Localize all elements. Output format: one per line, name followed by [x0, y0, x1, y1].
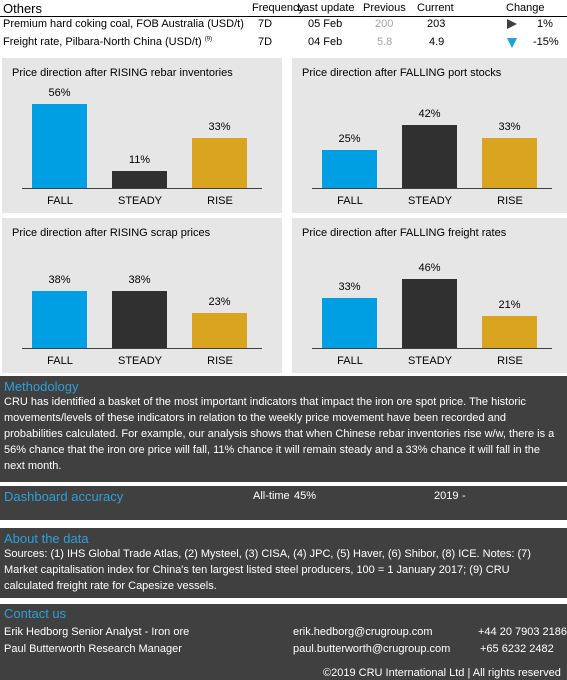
accuracy-title: Dashboard accuracy [4, 489, 124, 504]
category-label: STEADY [407, 355, 452, 367]
bar-steady [402, 125, 457, 188]
contact-name: Erik Hedborg Senior Analyst - Iron ore [4, 626, 190, 638]
bar-rise [192, 313, 247, 348]
chart-title: Price direction after FALLING freight ra… [302, 227, 507, 239]
category-label: RISE [497, 195, 523, 207]
row-current: 203 [427, 18, 446, 30]
chart-panel-rebar: Price direction after RISING rebar inven… [2, 58, 282, 213]
category-label: FALL [47, 195, 73, 207]
contact-phone: +44 20 7903 2186 [478, 626, 567, 638]
row-change: -15% [533, 36, 559, 48]
contact-name: Paul Butterworth Research Manager [4, 643, 182, 655]
row-name: Premium hard coking coal, FOB Australia … [3, 18, 244, 30]
row-frequency: 7D [258, 36, 273, 48]
x-axis-line [312, 348, 552, 349]
category-label: FALL [337, 355, 363, 367]
bar-rise [192, 138, 247, 188]
data-label: 33% [498, 121, 521, 133]
change-header: Change [506, 2, 545, 14]
contact-title: Contact us [4, 606, 67, 621]
row-previous: 5.8 [377, 36, 393, 48]
row-frequency: 7D [258, 18, 273, 30]
copyright: ©2019 CRU International Ltd | All rights… [323, 667, 561, 679]
category-label: STEADY [117, 355, 162, 367]
frequency-header: Frequency [252, 2, 304, 14]
chart-title: Price direction after RISING rebar inven… [12, 67, 233, 79]
x-axis-line [312, 188, 552, 189]
bar-steady [112, 171, 167, 188]
row-superscript: (9) [204, 36, 213, 43]
row-last-update: 04 Feb [308, 36, 343, 48]
year-value: - [462, 490, 466, 502]
contact-section: Contact us Erik Hedborg Senior Analyst -… [0, 604, 567, 680]
last-update-header: Last update [297, 2, 355, 14]
row-current: 4.9 [429, 36, 445, 48]
data-label: 56% [48, 87, 71, 99]
bar-fall [322, 298, 377, 348]
bar-steady [402, 279, 457, 348]
data-label: 46% [418, 262, 441, 274]
about-section: About the data Sources: (1) IHS Global T… [0, 528, 567, 598]
row-name: Freight rate, Pilbara-North China (USD/t… [3, 36, 212, 48]
about-text: Sources: (1) IHS Global Trade Atlas, (2)… [4, 548, 531, 592]
others-title: Others [3, 1, 43, 16]
methodology-text: CRU has identified a basket of the most … [4, 396, 555, 472]
others-table-header: Others Frequency Last update Previous Cu… [0, 0, 567, 17]
category-label: FALL [47, 355, 73, 367]
row-change: 1% [537, 18, 553, 30]
bar-rise [482, 138, 537, 188]
about-title: About the data [4, 531, 89, 546]
bar-steady [112, 291, 167, 348]
category-label: STEADY [117, 195, 162, 207]
category-label: RISE [207, 355, 233, 367]
data-label: 25% [338, 133, 361, 145]
data-label: 23% [208, 296, 231, 308]
year-label: 2019 [434, 490, 459, 502]
category-label: RISE [207, 195, 233, 207]
bar-fall [32, 291, 87, 348]
bar-fall [32, 104, 87, 188]
data-label: 11% [128, 154, 151, 166]
alltime-value: 45% [294, 490, 317, 502]
down-arrow-icon [507, 38, 517, 48]
methodology-title: Methodology [4, 379, 79, 394]
contact-phone: +65 6232 2482 [480, 643, 554, 655]
row-name-text: Freight rate, Pilbara-North China (USD/t… [3, 36, 202, 48]
chart-title: Price direction after FALLING port stock… [302, 67, 502, 79]
x-axis-line [22, 348, 262, 349]
alltime-label: All-time [253, 490, 290, 502]
row-previous: 200 [375, 18, 394, 30]
chart-panel-scrap: Price direction after RISING scrap price… [2, 218, 282, 373]
data-label: 42% [418, 108, 441, 120]
methodology-section: Methodology CRU has identified a basket … [0, 376, 567, 482]
chart-title: Price direction after RISING scrap price… [12, 227, 211, 239]
data-label: 38% [128, 274, 151, 286]
table-row: Premium hard coking coal, FOB Australia … [0, 18, 567, 36]
bar-rise [482, 316, 537, 348]
x-axis-line [22, 188, 262, 189]
category-label: STEADY [407, 195, 452, 207]
table-row: Freight rate, Pilbara-North China (USD/t… [0, 36, 567, 54]
contact-email[interactable]: erik.hedborg@crugroup.com [293, 626, 433, 638]
right-arrow-icon [507, 19, 517, 29]
row-last-update: 05 Feb [308, 18, 343, 30]
chart-panel-freight: Price direction after FALLING freight ra… [292, 218, 567, 373]
chart-panel-port-stocks: Price direction after FALLING port stock… [292, 58, 567, 213]
data-label: 33% [208, 121, 231, 133]
category-label: RISE [497, 355, 523, 367]
bar-fall [322, 150, 377, 188]
category-label: FALL [337, 195, 363, 207]
data-label: 21% [498, 299, 521, 311]
current-header: Current [417, 2, 454, 14]
contact-email[interactable]: paul.butterworth@crugroup.com [293, 643, 451, 655]
previous-header: Previous [363, 2, 406, 14]
data-label: 33% [338, 281, 361, 293]
data-label: 38% [48, 274, 71, 286]
accuracy-section: Dashboard accuracy All-time 45% 2019 - [0, 486, 567, 520]
